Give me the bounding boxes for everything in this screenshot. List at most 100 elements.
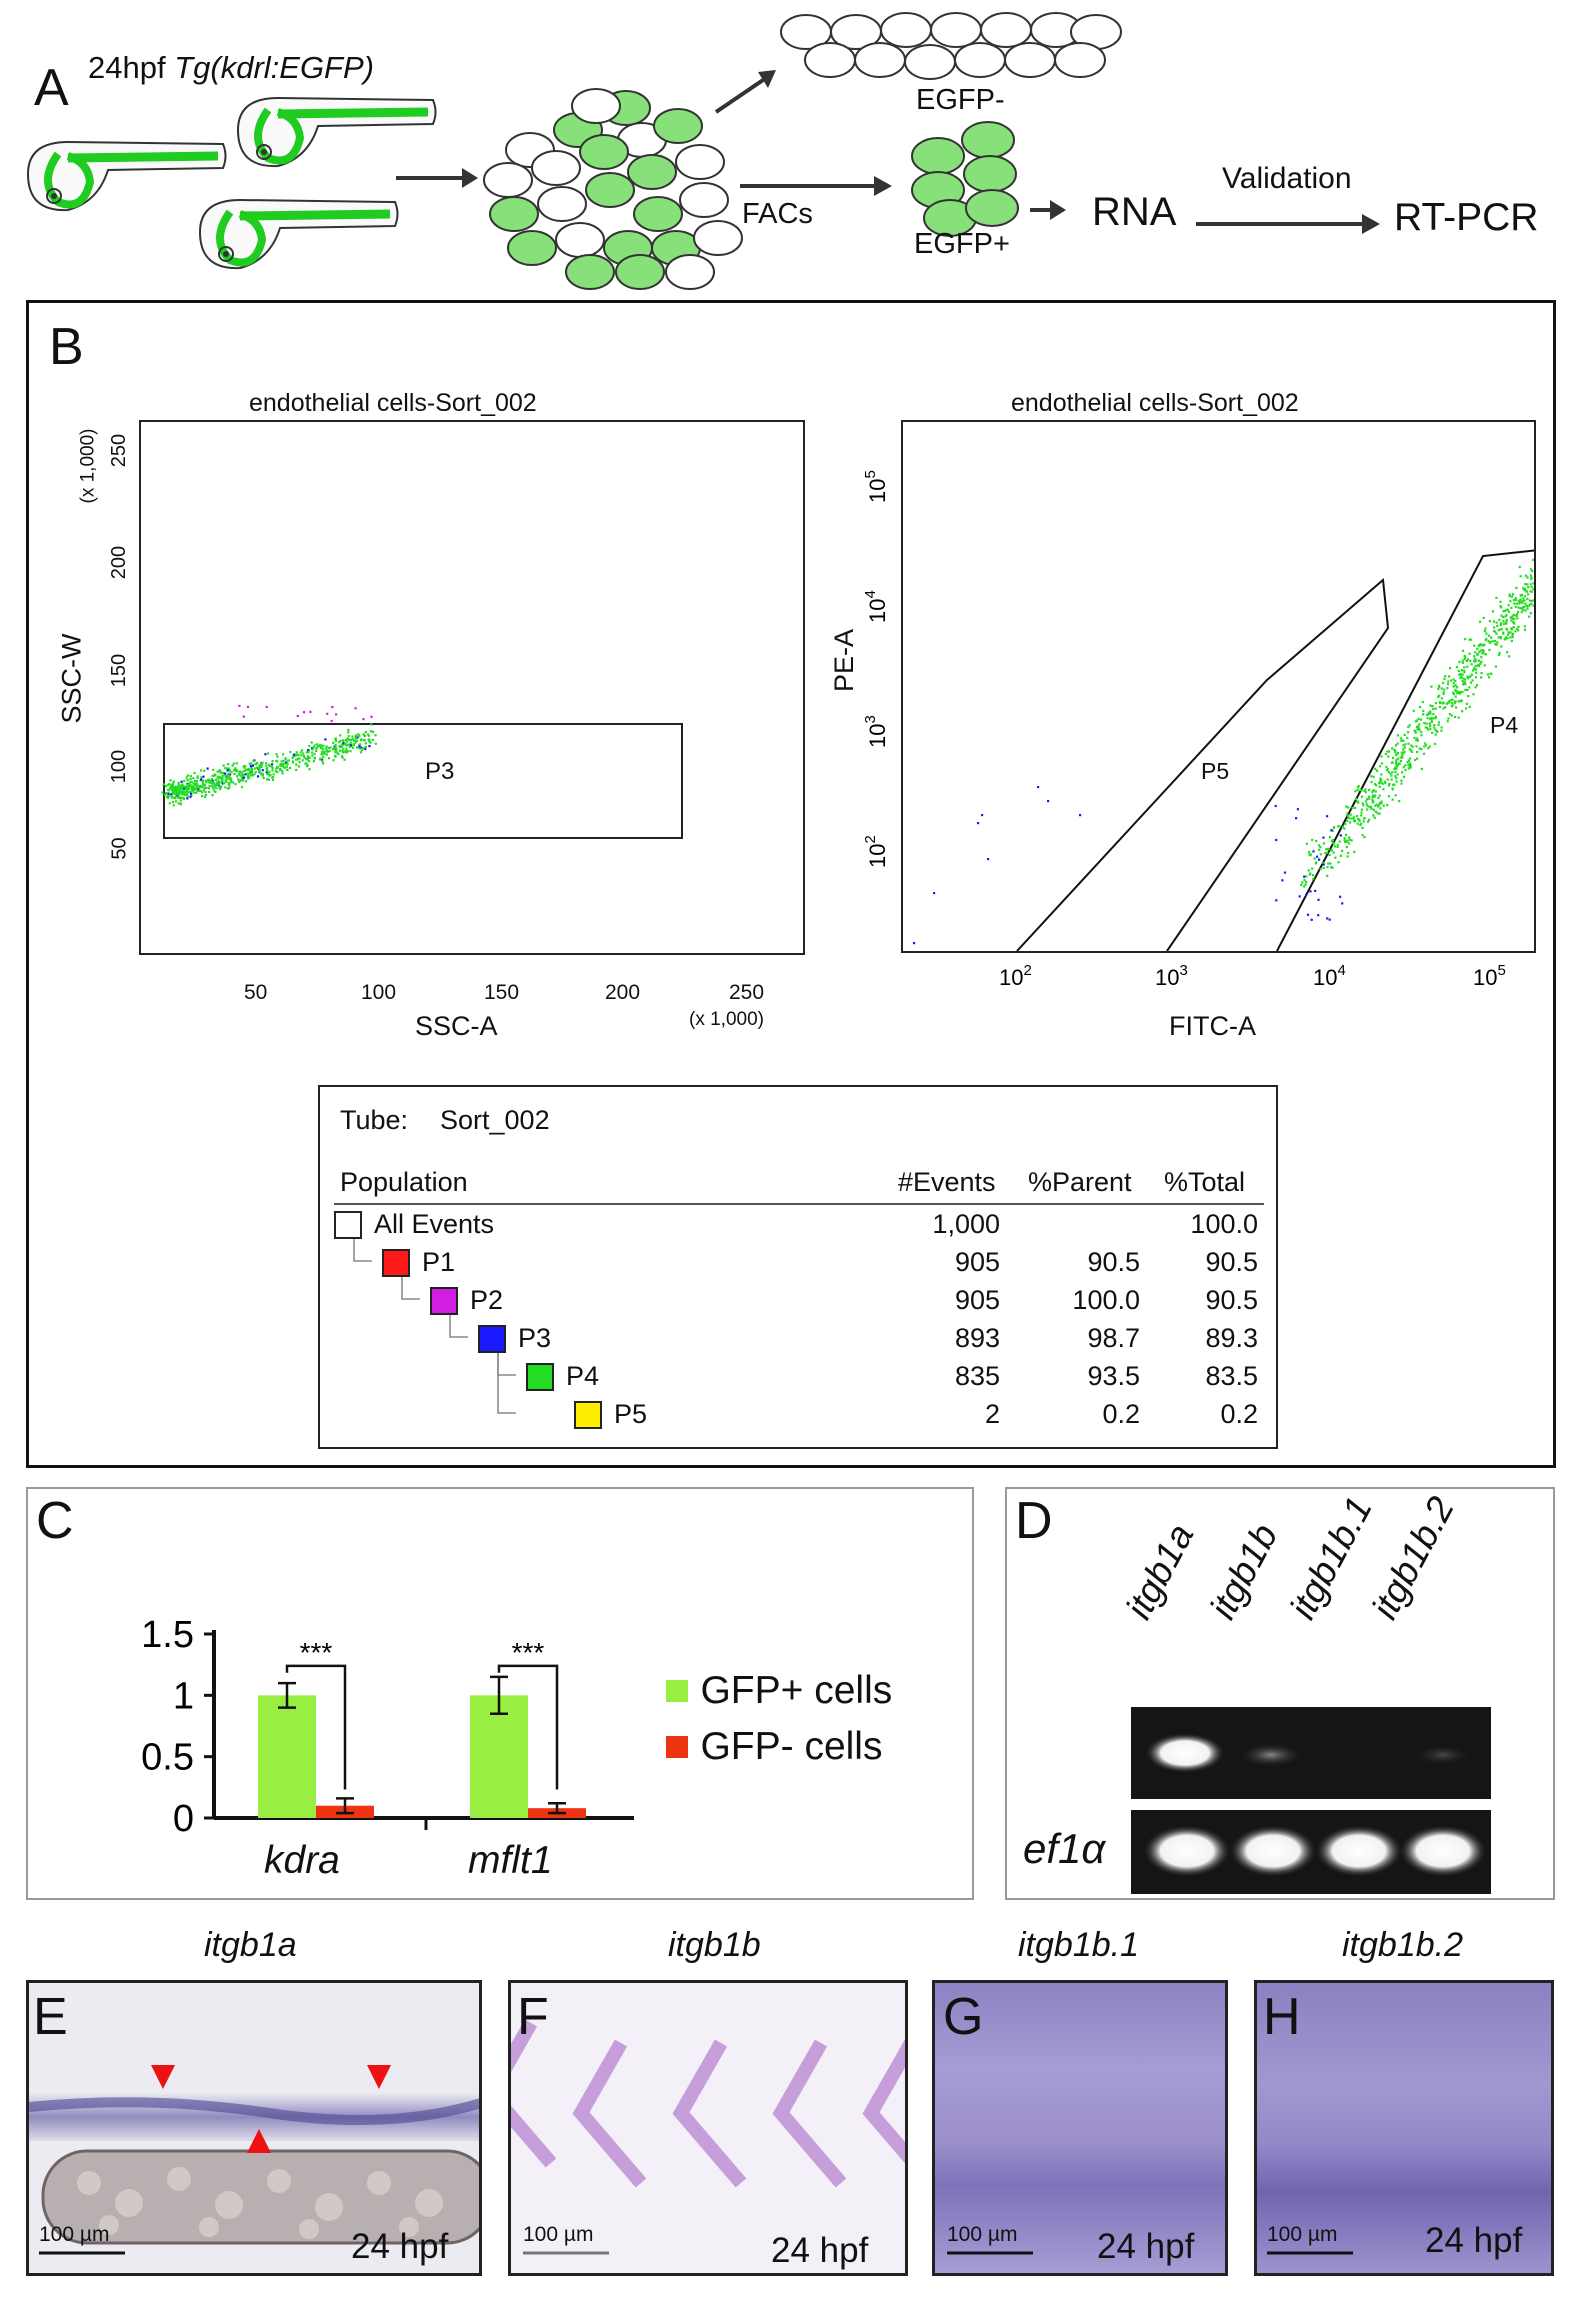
event-dot xyxy=(1452,678,1455,681)
event-dot xyxy=(1376,812,1379,815)
event-dot xyxy=(1330,866,1333,869)
event-dot xyxy=(1328,853,1331,857)
event-dot xyxy=(344,742,347,745)
event-dot xyxy=(279,763,282,766)
event-dot xyxy=(1400,737,1403,740)
event-dot xyxy=(1513,617,1516,621)
event-dot xyxy=(271,765,274,768)
event-dot xyxy=(1462,677,1465,680)
event-dot xyxy=(1499,604,1502,608)
gene-title-h: itgb1b.2 xyxy=(1342,1926,1463,1964)
event-dot xyxy=(1347,842,1351,845)
arrow-to-egfp-minus xyxy=(714,70,776,114)
event-dot xyxy=(354,736,357,739)
event-dot xyxy=(1420,767,1423,770)
event-dot xyxy=(1470,673,1473,676)
event-dot xyxy=(1526,607,1529,610)
event-dot xyxy=(1514,598,1517,602)
event-dot xyxy=(335,713,338,716)
event-dot xyxy=(1526,597,1529,600)
event-dot xyxy=(1434,742,1437,745)
panel-a-title: 24hpf Tg(kdrl:EGFP) xyxy=(88,50,374,86)
event-dot xyxy=(1347,851,1350,855)
event-dot xyxy=(1472,693,1475,696)
event-dot xyxy=(339,739,342,742)
event-dot xyxy=(1408,748,1411,751)
event-dot xyxy=(350,739,353,742)
event-dot xyxy=(322,762,325,765)
event-dot xyxy=(204,786,207,789)
event-dot xyxy=(192,791,196,794)
event-dot xyxy=(192,782,195,785)
header-rule xyxy=(334,1203,1264,1205)
event-dot xyxy=(198,785,202,788)
event-dot xyxy=(1480,676,1483,679)
event-dot xyxy=(240,775,243,778)
event-dot xyxy=(1511,636,1514,639)
event-dot xyxy=(325,750,328,753)
event-dot xyxy=(1422,709,1425,713)
event-dot xyxy=(1378,794,1381,797)
event-dot xyxy=(311,754,314,757)
event-dot xyxy=(1469,675,1472,678)
stage-text-e: 24 hpf xyxy=(351,2227,449,2266)
event-dot xyxy=(224,772,227,775)
event-dot xyxy=(342,751,345,754)
event-dot xyxy=(242,766,246,769)
event-dot xyxy=(190,788,193,791)
left-xtick-50: 50 xyxy=(244,981,268,1004)
tube-value: Sort_002 xyxy=(440,1105,550,1135)
event-dot xyxy=(202,779,205,782)
event-dot xyxy=(295,758,298,761)
event-dot xyxy=(1341,902,1344,905)
event-dot xyxy=(1408,765,1411,768)
event-dot xyxy=(1468,652,1471,655)
svg-text:102: 102 xyxy=(999,962,1032,990)
left-xtick-200: 200 xyxy=(605,981,641,1004)
event-dot xyxy=(170,784,173,787)
event-dot xyxy=(1476,653,1479,656)
event-dot xyxy=(1344,840,1347,843)
event-dot xyxy=(179,802,182,805)
event-dot xyxy=(1380,755,1383,758)
event-dot xyxy=(261,774,265,777)
event-dot xyxy=(187,783,190,786)
event-dot xyxy=(266,767,269,770)
event-dot xyxy=(258,771,261,774)
event-dot xyxy=(1366,808,1369,811)
event-dot xyxy=(1529,568,1533,571)
event-dot xyxy=(260,763,264,766)
event-dot xyxy=(1384,782,1387,785)
event-dot xyxy=(1518,565,1521,569)
event-dot xyxy=(1425,713,1428,717)
legend-swatch-gfp-plus xyxy=(666,1680,688,1702)
event-dot xyxy=(1404,764,1407,767)
cat-label-mflt1: mflt1 xyxy=(468,1839,553,1882)
gate-p3-label: P3 xyxy=(425,758,455,785)
event-dot xyxy=(336,752,339,755)
event-dot xyxy=(1437,695,1440,698)
event-dot xyxy=(1461,649,1465,652)
event-dot xyxy=(171,796,174,799)
event-dot xyxy=(1471,669,1475,672)
event-dot xyxy=(217,780,220,783)
event-dot xyxy=(1463,669,1466,673)
event-dot xyxy=(1346,840,1349,843)
event-dot xyxy=(1367,795,1371,798)
larva-1 xyxy=(28,142,226,210)
event-dot xyxy=(201,795,204,798)
event-dot xyxy=(297,757,300,760)
left-ylabel: SSC-W xyxy=(56,633,87,724)
event-dot xyxy=(1452,685,1455,688)
event-dot xyxy=(268,764,271,768)
event-dot xyxy=(345,751,348,754)
event-dot xyxy=(1407,759,1410,762)
event-dot xyxy=(181,790,184,793)
event-dot xyxy=(1361,826,1364,829)
event-dot xyxy=(1530,576,1533,579)
event-dot xyxy=(1396,773,1399,776)
event-dot xyxy=(1324,852,1327,855)
event-dot xyxy=(1463,678,1467,681)
event-dot xyxy=(1296,808,1299,811)
event-dot xyxy=(1510,606,1513,609)
